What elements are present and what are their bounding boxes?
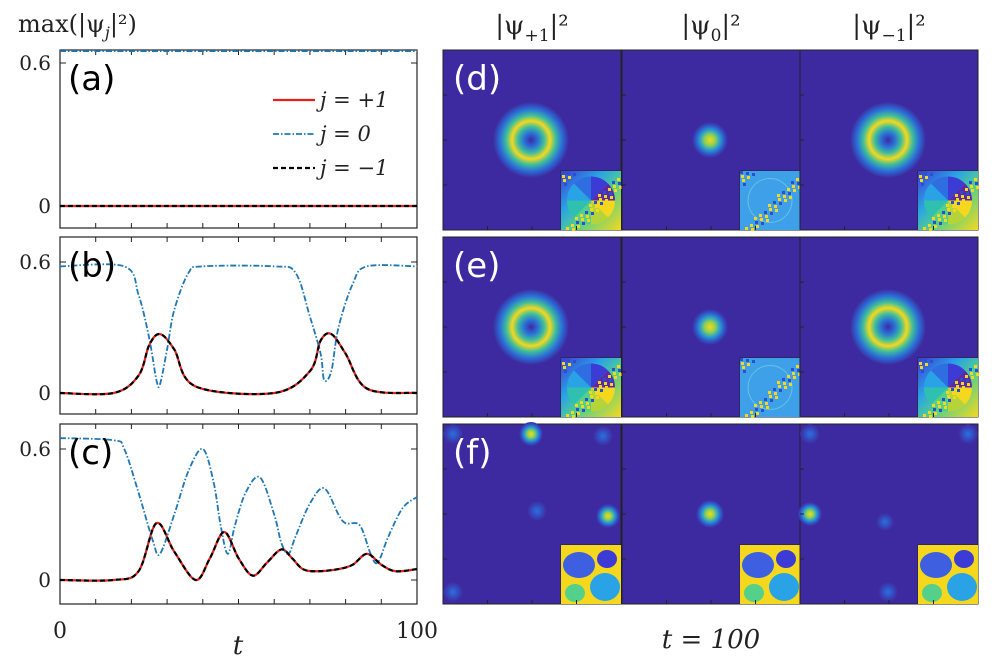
y-tick-label: 0 xyxy=(38,381,51,405)
y-tick-label: 0.6 xyxy=(19,51,51,75)
legend-label: j = +1 xyxy=(316,88,388,112)
density-map-f-2 xyxy=(798,423,979,605)
panel-label: (f) xyxy=(453,433,492,473)
series-line-2 xyxy=(59,332,418,396)
phase-inset xyxy=(560,357,622,418)
legend-label: j = −1 xyxy=(316,156,388,180)
y-tick-label: 0.6 xyxy=(19,250,51,274)
series-line-1 xyxy=(59,263,418,389)
legend: j = +1 j = 0 j = −1 xyxy=(273,88,388,180)
panel-label: (e) xyxy=(453,246,500,286)
phase-inset xyxy=(739,544,801,605)
phase-inset xyxy=(739,170,801,231)
column-title: |ψ−1|² xyxy=(852,11,925,46)
axes-frame xyxy=(59,49,418,229)
line-panel-a: 0.6 0 (a) xyxy=(19,49,418,229)
legend-label: j = 0 xyxy=(316,122,371,146)
column-title: |ψ+1|² xyxy=(495,11,568,46)
phase-inset xyxy=(560,544,622,605)
column-title: |ψ0|² xyxy=(681,11,740,46)
vortex-ring xyxy=(493,102,569,178)
x-tick-label: 0 xyxy=(53,619,67,644)
vortex-ring xyxy=(493,289,569,365)
axes-frame xyxy=(59,423,418,605)
density-map-d-1 xyxy=(621,49,801,231)
series-line-2 xyxy=(59,522,418,582)
series-line-1 xyxy=(59,437,418,565)
vortex-ring xyxy=(850,289,926,365)
panel-label: (d) xyxy=(453,59,501,99)
line-panel-b: 0.6 0 (b) xyxy=(19,236,418,415)
phase-inset xyxy=(917,170,979,231)
line-panel-c: 0.6 0 (c) xyxy=(19,423,418,605)
density-map-d-2 xyxy=(799,49,979,231)
density-map-e-0: (e) xyxy=(442,236,622,418)
density-map-f-0: (f) xyxy=(442,422,622,605)
density-map-d-0: (d) xyxy=(442,49,622,231)
panel-label: (a) xyxy=(68,59,115,99)
phase-inset xyxy=(739,357,801,418)
y-tick-label: 0 xyxy=(38,194,51,218)
y-axis-label: max(|ψj|²) xyxy=(18,10,137,42)
central-spot xyxy=(692,309,728,345)
x-axis-label: t xyxy=(233,631,244,661)
central-spot xyxy=(692,122,728,158)
panel-label: (b) xyxy=(68,246,116,286)
vortex-ring xyxy=(850,102,926,178)
density-map-e-1 xyxy=(621,236,801,418)
panel-label: (c) xyxy=(68,433,113,473)
y-tick-label: 0.6 xyxy=(19,437,51,461)
density-map-e-2 xyxy=(799,236,979,418)
time-caption: t = 100 xyxy=(662,625,760,655)
x-tick-label: 100 xyxy=(396,619,438,644)
phase-inset xyxy=(917,544,979,605)
phase-inset xyxy=(560,170,622,231)
phase-inset xyxy=(917,357,979,418)
y-tick-label: 0 xyxy=(38,568,51,592)
density-map-f-1 xyxy=(621,423,801,605)
